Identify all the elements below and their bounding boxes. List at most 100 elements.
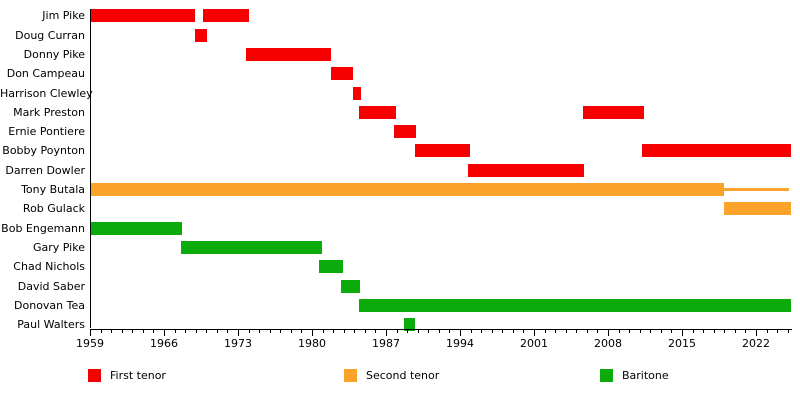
axis-minor-tick: [438, 328, 440, 333]
legend-item-second-tenor: Second tenor: [344, 369, 484, 382]
timeline-bar-tony-butala-1: [724, 188, 789, 191]
axis-major-tick: [608, 328, 610, 336]
axis-tick-label-2015: 2015: [668, 337, 697, 350]
axis-minor-tick: [639, 328, 641, 333]
row-label-don-campeau: Don Campeau: [6, 67, 85, 81]
axis-minor-tick: [428, 328, 430, 333]
timeline-bar-gary-pike-0: [180, 240, 322, 254]
axis-major-tick: [238, 328, 239, 336]
axis-minor-tick: [766, 328, 768, 333]
axis-tick-label-1994: 1994: [446, 337, 475, 350]
timeline-bar-harrison-clewley-0: [353, 86, 361, 100]
axis-minor-tick: [375, 328, 377, 333]
timeline-bar-bob-engemann-0: [90, 221, 182, 235]
axis-minor-tick: [629, 328, 631, 333]
axis-minor-tick: [343, 328, 345, 333]
axis-minor-tick: [216, 328, 218, 333]
legend-label-first-tenor: First tenor: [110, 369, 166, 382]
axis-tick-label-2001: 2001: [520, 337, 549, 350]
timeline-bar-don-campeau-0: [331, 67, 354, 81]
axis-major-tick: [682, 328, 684, 336]
timeline-bar-tony-butala-0: [90, 183, 725, 196]
row-label-jim-pike: Jim Pike: [42, 9, 85, 23]
axis-minor-tick: [565, 328, 567, 333]
axis-minor-tick: [470, 328, 472, 333]
timeline-bar-paul-walters-0: [403, 318, 415, 332]
axis-minor-tick: [703, 328, 705, 333]
axis-minor-tick: [407, 328, 409, 333]
row-label-ernie-pontiere: Ernie Pontiere: [8, 125, 85, 139]
legend-item-baritone: Baritone: [600, 369, 740, 382]
axis-minor-tick: [153, 328, 155, 333]
axis-minor-tick: [491, 328, 493, 333]
axis-minor-tick: [724, 328, 726, 333]
axis-major-tick: [164, 328, 165, 336]
row-label-harrison-clewley: Harrison Clewley: [0, 86, 93, 100]
axis-minor-tick: [174, 328, 176, 333]
axis-minor-tick: [692, 328, 694, 333]
second-tenor-swatch-icon: [344, 369, 357, 382]
axis-minor-tick: [121, 328, 123, 333]
x-axis-line: [90, 328, 792, 330]
axis-minor-tick: [671, 328, 673, 333]
legend-label-baritone: Baritone: [622, 369, 669, 382]
axis-minor-tick: [111, 328, 113, 333]
timeline-bar-jim-pike-1: [203, 9, 249, 23]
timeline-bar-rob-gulack-0: [724, 202, 791, 216]
axis-major-tick: [756, 328, 758, 336]
axis-minor-tick: [502, 328, 504, 333]
axis-minor-tick: [597, 328, 599, 333]
row-label-bobby-poynton: Bobby Poynton: [2, 144, 85, 158]
axis-minor-tick: [576, 328, 578, 333]
row-label-bob-engemann: Bob Engemann: [1, 221, 85, 235]
axis-minor-tick: [206, 328, 208, 333]
axis-major-tick: [460, 328, 462, 336]
timeline-bar-bobby-poynton-1: [641, 144, 791, 158]
axis-tick-label-1987: 1987: [372, 337, 401, 350]
axis-major-tick: [386, 328, 388, 336]
axis-tick-label-1973: 1973: [224, 337, 252, 350]
first-tenor-swatch-icon: [88, 369, 101, 382]
timeline-bar-doug-curran-0: [194, 28, 208, 42]
row-label-chad-nichols: Chad Nichols: [13, 260, 85, 274]
axis-minor-tick: [555, 328, 557, 333]
axis-minor-tick: [132, 328, 134, 333]
axis-minor-tick: [713, 328, 715, 333]
axis-minor-tick: [290, 328, 292, 333]
axis-minor-tick: [100, 328, 102, 333]
axis-minor-tick: [787, 328, 789, 333]
axis-minor-tick: [650, 328, 652, 333]
timeline-bar-mark-preston-0: [358, 105, 396, 119]
axis-minor-tick: [512, 328, 514, 333]
axis-minor-tick: [660, 328, 662, 333]
axis-tick-label-2008: 2008: [594, 337, 623, 350]
row-label-doug-curran: Doug Curran: [15, 28, 85, 42]
axis-minor-tick: [333, 328, 335, 333]
axis-minor-tick: [396, 328, 398, 333]
row-label-donny-pike: Donny Pike: [23, 47, 85, 61]
axis-minor-tick: [227, 328, 229, 333]
row-label-david-saber: David Saber: [17, 279, 85, 293]
row-label-darren-dowler: Darren Dowler: [5, 163, 85, 177]
axis-minor-tick: [195, 328, 197, 333]
axis-minor-tick: [301, 328, 303, 333]
axis-minor-tick: [544, 328, 546, 333]
axis-major-tick: [312, 328, 314, 336]
axis-minor-tick: [734, 328, 736, 333]
timeline-bar-david-saber-0: [340, 279, 360, 293]
axis-minor-tick: [364, 328, 366, 333]
axis-minor-tick: [259, 328, 261, 333]
axis-tick-label-1959: 1959: [76, 337, 104, 350]
axis-minor-tick: [248, 328, 250, 333]
axis-minor-tick: [618, 328, 620, 333]
timeline-bar-chad-nichols-0: [319, 260, 343, 274]
timeline-bar-bobby-poynton-0: [414, 144, 470, 158]
timeline-bar-donny-pike-0: [246, 47, 332, 61]
axis-tick-label-2022: 2022: [742, 337, 771, 350]
axis-minor-tick: [280, 328, 282, 333]
row-label-rob-gulack: Rob Gulack: [22, 202, 85, 216]
timeline-bar-darren-dowler-0: [468, 163, 584, 177]
legend-item-first-tenor: First tenor: [88, 369, 228, 382]
timeline-bar-jim-pike-0: [90, 9, 195, 23]
